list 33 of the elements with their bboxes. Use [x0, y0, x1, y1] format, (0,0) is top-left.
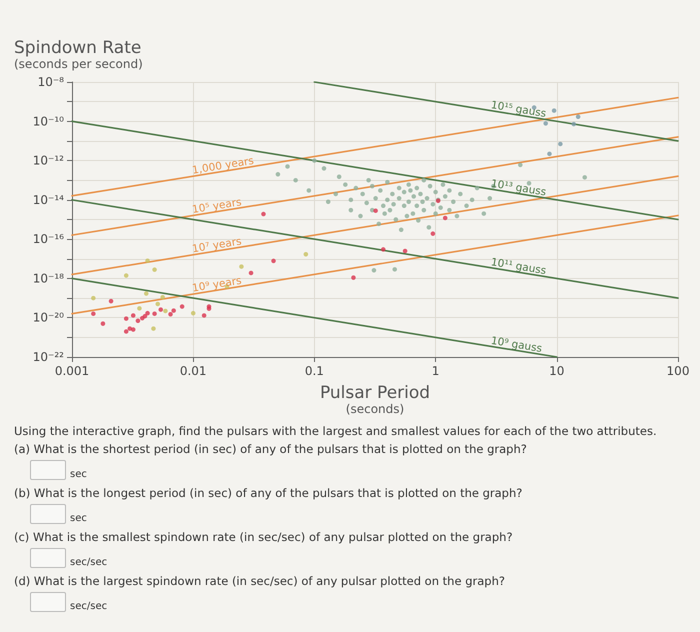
- x-tick-label: 0.01: [180, 364, 207, 378]
- text: (b) What is the longest period (in sec) of any of the pulsars that is plotted on the graph?: [14, 486, 524, 500]
- x-tick-label: 100: [666, 364, 690, 378]
- text: sec: [70, 469, 87, 480]
- text: (a) What is the shortest period (in sec) of any of the pulsars that is plotted on the graph?: [14, 442, 528, 456]
- y-tick-label: 10⁻²²: [32, 350, 64, 364]
- text: 10¹¹ gauss: [490, 256, 547, 278]
- text: (d) What is the largest spindown rate (in sec/sec) of any pulsar plotted on the graph?: [14, 574, 506, 588]
- text: 10⁹ years: [191, 274, 242, 295]
- y-tick-label: 10⁻⁸: [38, 75, 64, 89]
- text: sec/sec: [70, 601, 108, 612]
- y-tick-label: 10⁻¹⁰: [32, 114, 64, 128]
- text: 1,000 years: [191, 154, 255, 177]
- text: 10⁵ years: [191, 196, 242, 216]
- text: 10⁷ years: [191, 235, 242, 256]
- text: 10¹⁵ gauss: [490, 99, 547, 120]
- x-tick-label: 0.1: [304, 364, 324, 378]
- text: sec: [70, 513, 87, 524]
- text: sec/sec: [70, 557, 108, 568]
- x-tick-label: 0.001: [54, 364, 90, 378]
- x-tick-label: 1: [432, 364, 440, 378]
- y-axis-title: Spindown Rate (seconds per second): [14, 38, 143, 71]
- text: 10⁹ gauss: [490, 334, 543, 355]
- text: (c) What is the smallest spindown rate (in sec/sec) of any pulsar plotted on the graph?: [14, 530, 514, 544]
- y-tick-label: 10⁻²⁰: [32, 310, 64, 325]
- y-tick-label: 10⁻¹²: [32, 154, 64, 168]
- text: Using the interactive graph, find the pulsars with the largest and smallest values for each of the two attributes.: [14, 424, 658, 438]
- text: 10¹³ gauss: [490, 178, 547, 198]
- x-axis-title: Pulsar Period (seconds): [320, 383, 430, 416]
- x-tick-label: 10: [549, 364, 564, 378]
- y-tick-label: 10⁻¹⁴: [32, 192, 64, 207]
- y-tick-label: 10⁻¹⁸: [32, 271, 64, 286]
- y-tick-label: 10⁻¹⁶: [32, 232, 64, 246]
